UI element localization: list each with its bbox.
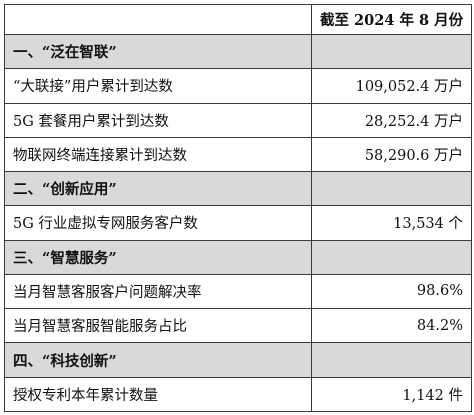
table-row: 5G 套餐用户累计到达数 28,252.4 万户 xyxy=(4,102,472,138)
section-row-tech-innovation: 四、“科技创新” xyxy=(4,342,472,378)
section-title: 一、“泛在智联” xyxy=(4,33,312,70)
section-row-ubiquitous-connectivity: 一、“泛在智联” xyxy=(4,33,472,70)
section-title: 二、“创新应用” xyxy=(4,171,312,207)
row-label: 5G 套餐用户累计到达数 xyxy=(4,102,312,138)
section-value-cell xyxy=(311,342,472,378)
row-label: 当月智慧客服客户问题解决率 xyxy=(4,273,312,310)
section-value-cell xyxy=(311,171,472,207)
section-title: 三、“智慧服务” xyxy=(4,239,312,275)
table-row: “大联接”用户累计到达数 109,052.4 万户 xyxy=(4,68,472,104)
row-value: 58,290.6 万户 xyxy=(311,136,472,173)
row-value: 28,252.4 万户 xyxy=(311,102,472,138)
row-label: 授权专利本年累计数量 xyxy=(4,376,312,413)
row-value: 1,142 件 xyxy=(311,376,472,413)
header-label-cell xyxy=(4,4,312,35)
row-value: 109,052.4 万户 xyxy=(311,68,472,104)
kpi-table: 截至 2024 年 8 月份 一、“泛在智联” “大联接”用户累计到达数 109… xyxy=(4,4,472,413)
section-row-innovative-applications: 二、“创新应用” xyxy=(4,171,472,207)
row-value: 84.2% xyxy=(311,308,472,344)
table-row: 5G 行业虚拟专网服务客户数 13,534 个 xyxy=(4,205,472,241)
row-label: “大联接”用户累计到达数 xyxy=(4,68,312,104)
row-label: 5G 行业虚拟专网服务客户数 xyxy=(4,205,312,241)
section-row-smart-services: 三、“智慧服务” xyxy=(4,239,472,275)
section-title: 四、“科技创新” xyxy=(4,342,312,378)
section-value-cell xyxy=(311,239,472,275)
table-row: 授权专利本年累计数量 1,142 件 xyxy=(4,376,472,413)
section-value-cell xyxy=(311,33,472,70)
table-row: 当月智慧客服客户问题解决率 98.6% xyxy=(4,273,472,310)
row-label: 物联网终端连接累计到达数 xyxy=(4,136,312,173)
table-row: 当月智慧客服智能服务占比 84.2% xyxy=(4,308,472,344)
row-value: 98.6% xyxy=(311,273,472,310)
table-row: 物联网终端连接累计到达数 58,290.6 万户 xyxy=(4,136,472,173)
row-value: 13,534 个 xyxy=(311,205,472,241)
header-period-cell: 截至 2024 年 8 月份 xyxy=(311,4,472,35)
row-label: 当月智慧客服智能服务占比 xyxy=(4,308,312,344)
table-header-row: 截至 2024 年 8 月份 xyxy=(4,4,472,35)
